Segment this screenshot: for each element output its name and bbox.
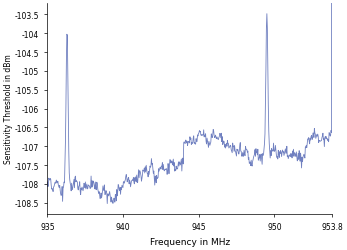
Y-axis label: Sensitivity Threshold in dBm: Sensitivity Threshold in dBm [4,54,13,164]
X-axis label: Frequency in MHz: Frequency in MHz [150,237,230,246]
